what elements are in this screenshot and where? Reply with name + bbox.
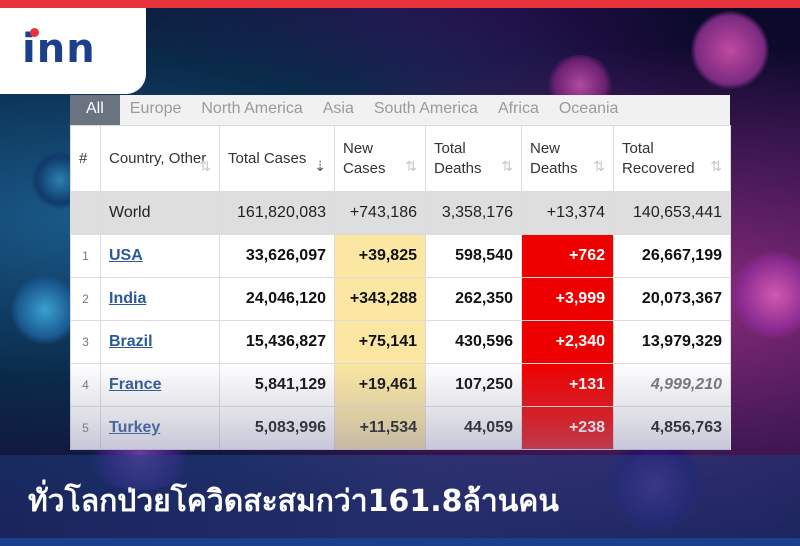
total-recovered-cell: 26,667,199 bbox=[613, 234, 731, 278]
row-num: 1 bbox=[70, 234, 101, 278]
column-label: # bbox=[79, 149, 88, 167]
total-recovered-cell: 4,999,210 bbox=[613, 363, 731, 407]
tab-south-america[interactable]: South America bbox=[373, 100, 478, 117]
table-row: 5 Turkey 5,083,996 +11,534 44,059 +238 4… bbox=[70, 406, 731, 450]
column-label: New Deaths bbox=[530, 139, 578, 177]
caption-banner bbox=[0, 455, 800, 546]
table-row: 1 USA 33,626,097 +39,825 598,540 +762 26… bbox=[70, 234, 731, 278]
column-label: Total Recovered bbox=[622, 139, 695, 177]
stats-table: # Country, Other ⇅ Total Cases ⇣ New Cases… bbox=[70, 125, 731, 450]
total-recovered-cell: 4,856,763 bbox=[613, 406, 731, 450]
total-recovered-cell: 13,979,329 bbox=[613, 320, 731, 364]
new-cases-cell: +743,186 bbox=[334, 191, 426, 235]
tab-asia[interactable]: Asia bbox=[322, 100, 354, 117]
tab-north-america[interactable]: North America bbox=[201, 100, 303, 117]
column-label: New Cases bbox=[343, 139, 386, 177]
headline-caption: ทั่วโลกป่วยโควิดสะสมกว่า161.8ล้านคน bbox=[28, 484, 559, 519]
row-num: 4 bbox=[70, 363, 101, 407]
table-header-row: # Country, Other ⇅ Total Cases ⇣ New Cases… bbox=[70, 125, 731, 192]
tab-all[interactable]: All bbox=[70, 95, 120, 125]
tab-oceania[interactable]: Oceania bbox=[558, 100, 619, 117]
virus-graphic bbox=[690, 10, 770, 90]
top-accent-bar bbox=[0, 0, 800, 8]
country-cell: World bbox=[100, 191, 220, 235]
total-deaths-cell: 430,596 bbox=[425, 320, 522, 364]
total-deaths-cell: 3,358,176 bbox=[425, 191, 522, 235]
logo-dot bbox=[30, 28, 39, 37]
country-cell: India bbox=[100, 277, 220, 321]
new-cases-cell: +19,461 bbox=[334, 363, 426, 407]
sort-icon[interactable]: ⇅ bbox=[405, 158, 417, 174]
column-header-total-cases[interactable]: Total Cases ⇣ bbox=[219, 125, 335, 192]
country-link[interactable]: France bbox=[109, 376, 162, 393]
total-cases-cell: 33,626,097 bbox=[219, 234, 335, 278]
total-cases-cell: 5,841,129 bbox=[219, 363, 335, 407]
tab-europe[interactable]: Europe bbox=[129, 100, 182, 117]
row-num: 2 bbox=[70, 277, 101, 321]
total-recovered-cell: 140,653,441 bbox=[613, 191, 731, 235]
total-deaths-cell: 107,250 bbox=[425, 363, 522, 407]
new-cases-cell: +39,825 bbox=[334, 234, 426, 278]
row-num: 5 bbox=[70, 406, 101, 450]
table-row: 2 India 24,046,120 +343,288 262,350 +3,9… bbox=[70, 277, 731, 321]
column-header-num[interactable]: # bbox=[70, 125, 101, 192]
total-cases-cell: 5,083,996 bbox=[219, 406, 335, 450]
column-header-new-cases[interactable]: New Cases ⇅ bbox=[334, 125, 426, 192]
country-cell: France bbox=[100, 363, 220, 407]
new-deaths-cell: +238 bbox=[521, 406, 614, 450]
virus-graphic bbox=[10, 275, 80, 345]
country-cell: Brazil bbox=[100, 320, 220, 364]
column-header-country[interactable]: Country, Other ⇅ bbox=[100, 125, 220, 192]
new-cases-cell: +75,141 bbox=[334, 320, 426, 364]
new-deaths-cell: +131 bbox=[521, 363, 614, 407]
total-cases-cell: 24,046,120 bbox=[219, 277, 335, 321]
new-deaths-cell: +762 bbox=[521, 234, 614, 278]
row-num bbox=[70, 191, 101, 235]
country-cell: USA bbox=[100, 234, 220, 278]
table-row: 4 France 5,841,129 +19,461 107,250 +131 … bbox=[70, 363, 731, 407]
bottom-accent-bar bbox=[0, 538, 800, 546]
logo: inn bbox=[0, 8, 146, 94]
sort-icon[interactable]: ⇅ bbox=[199, 158, 211, 174]
covid-stats-panel: All Europe North America Asia South Amer… bbox=[70, 95, 731, 450]
total-deaths-cell: 598,540 bbox=[425, 234, 522, 278]
new-cases-cell: +11,534 bbox=[334, 406, 426, 450]
country-link[interactable]: India bbox=[109, 290, 147, 307]
tab-africa[interactable]: Africa bbox=[497, 100, 539, 117]
virus-graphic bbox=[730, 250, 800, 340]
column-header-total-recovered[interactable]: Total Recovered ⇅ bbox=[613, 125, 731, 192]
country-link[interactable]: Turkey bbox=[109, 419, 161, 436]
total-deaths-cell: 44,059 bbox=[425, 406, 522, 450]
sort-icon[interactable]: ⇅ bbox=[501, 158, 513, 174]
new-cases-cell: +343,288 bbox=[334, 277, 426, 321]
sort-desc-icon[interactable]: ⇣ bbox=[314, 158, 326, 174]
sort-icon[interactable]: ⇅ bbox=[593, 158, 605, 174]
new-deaths-cell: +13,374 bbox=[521, 191, 614, 235]
world-total-row: World 161,820,083 +743,186 3,358,176 +13… bbox=[70, 191, 731, 235]
new-deaths-cell: +2,340 bbox=[521, 320, 614, 364]
country-cell: Turkey bbox=[100, 406, 220, 450]
country-link[interactable]: USA bbox=[109, 247, 143, 264]
column-label: Total Deaths bbox=[434, 139, 482, 177]
new-deaths-cell: +3,999 bbox=[521, 277, 614, 321]
total-recovered-cell: 20,073,367 bbox=[613, 277, 731, 321]
total-cases-cell: 161,820,083 bbox=[219, 191, 335, 235]
table-row: 3 Brazil 15,436,827 +75,141 430,596 +2,3… bbox=[70, 320, 731, 364]
column-header-total-deaths[interactable]: Total Deaths ⇅ bbox=[425, 125, 522, 192]
country-link[interactable]: Brazil bbox=[109, 333, 153, 350]
total-deaths-cell: 262,350 bbox=[425, 277, 522, 321]
column-label: Country, Other bbox=[109, 149, 207, 167]
row-num: 3 bbox=[70, 320, 101, 364]
sort-icon[interactable]: ⇅ bbox=[710, 158, 722, 174]
column-header-new-deaths[interactable]: New Deaths ⇅ bbox=[521, 125, 614, 192]
region-tabs: All Europe North America Asia South Amer… bbox=[70, 95, 730, 125]
total-cases-cell: 15,436,827 bbox=[219, 320, 335, 364]
column-label: Total Cases bbox=[228, 149, 307, 167]
